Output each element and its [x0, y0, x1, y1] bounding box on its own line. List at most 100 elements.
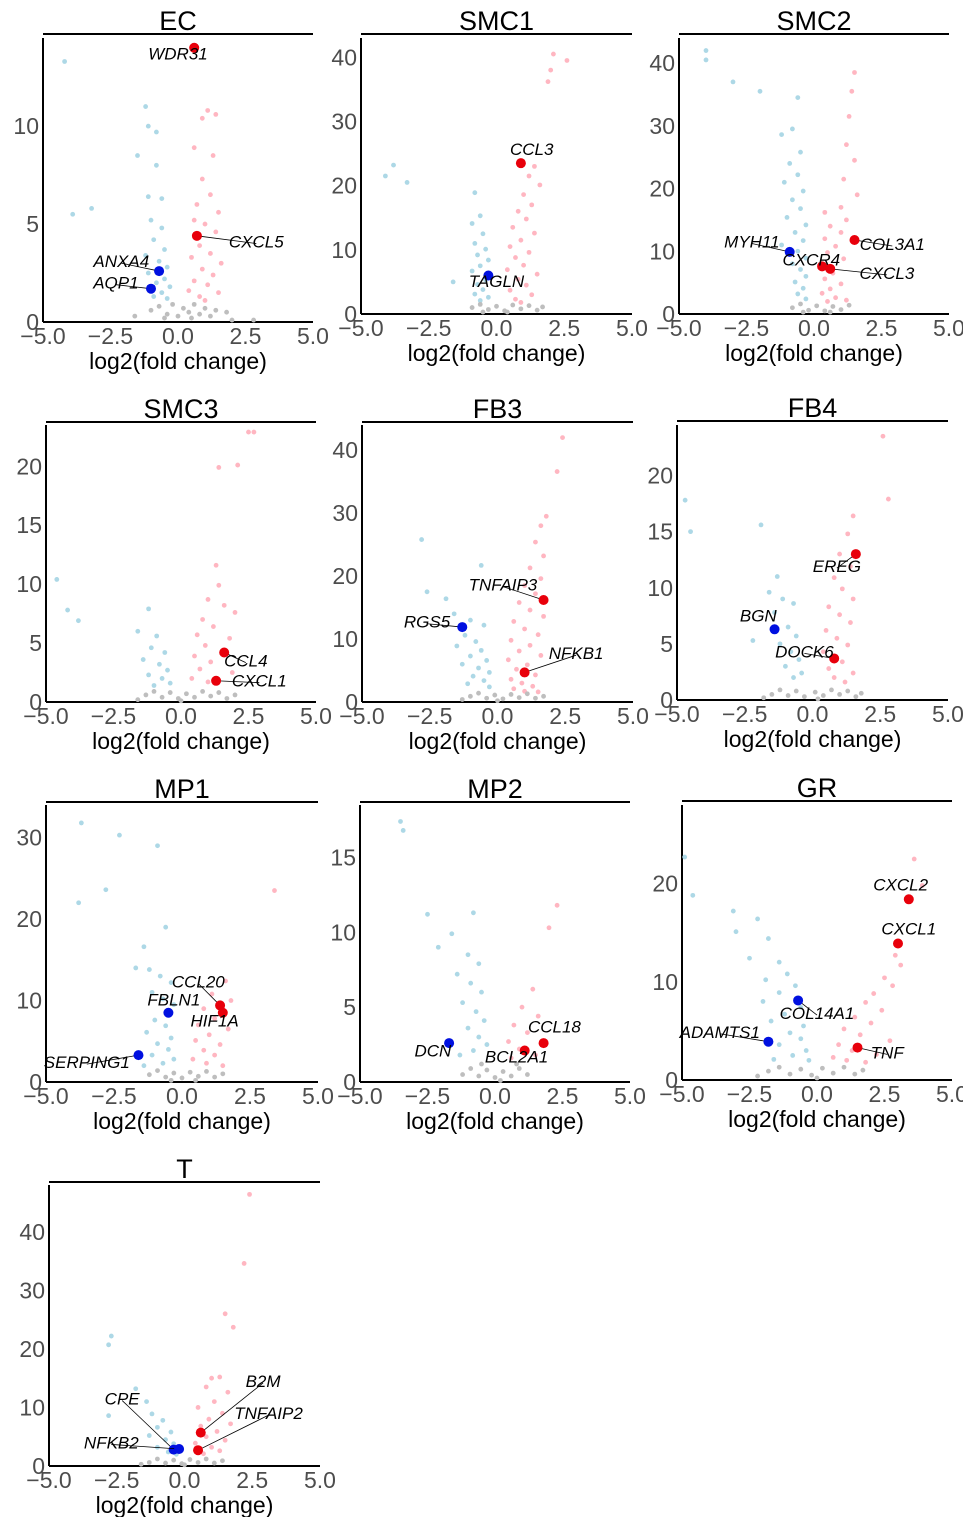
point-up [192, 1440, 198, 1446]
y-tick-label: 10 [332, 626, 358, 652]
gene-label: DCN [414, 1042, 452, 1061]
point-up [235, 462, 241, 468]
x-tick-label: −2.5 [91, 703, 136, 729]
point-up [206, 1416, 212, 1422]
point-down [465, 952, 471, 958]
point-up [216, 209, 221, 215]
point-up [871, 991, 877, 996]
point-down [798, 1004, 804, 1010]
point-down [162, 247, 167, 252]
highlight-point [191, 230, 202, 241]
y-tick-label: 20 [649, 176, 675, 202]
point-up [229, 670, 235, 675]
y-tick-label: 40 [331, 44, 357, 70]
point-up [535, 1013, 541, 1019]
label-connector [719, 1033, 769, 1043]
point-ns [460, 1072, 465, 1077]
gene-label: COL14A1 [780, 1004, 855, 1023]
x-tick-label: −2.5 [722, 701, 767, 727]
point-up [200, 617, 206, 622]
label-connector [830, 268, 887, 276]
point-up [533, 539, 538, 545]
point-down [145, 194, 151, 200]
point-up [838, 230, 844, 235]
point-up [545, 79, 551, 85]
point-down [435, 944, 441, 950]
point-down [473, 639, 479, 644]
point-down [76, 618, 81, 624]
point-down [89, 206, 94, 211]
point-ns [540, 304, 545, 310]
point-up [197, 294, 203, 299]
point-ns [492, 692, 498, 698]
point-down [730, 908, 736, 914]
point-ns [820, 693, 826, 698]
point-down [149, 1052, 155, 1058]
point-down [472, 240, 478, 246]
point-down [480, 231, 486, 237]
point-ns [830, 1070, 836, 1076]
point-down [400, 828, 406, 833]
gene-label: CCL18 [528, 1018, 581, 1037]
point-down [135, 153, 140, 158]
point-down [146, 1433, 152, 1438]
y-tick-label: 0 [32, 1453, 45, 1479]
point-down [471, 1048, 476, 1053]
point-down [772, 610, 777, 615]
point-down [155, 1041, 160, 1047]
x-tick-label: 5.0 [302, 1083, 334, 1109]
y-tick-label: 5 [29, 630, 42, 656]
point-up [211, 624, 216, 629]
point-ns [208, 313, 213, 319]
point-down [779, 132, 784, 138]
point-ns [508, 692, 514, 697]
point-up [221, 602, 227, 608]
x-tick-label: 5.0 [933, 315, 963, 341]
y-tick-label: 5 [343, 994, 356, 1020]
x-tick-label: −2.5 [88, 323, 133, 349]
point-down [168, 1035, 174, 1041]
label-connector [502, 586, 544, 601]
point-up [197, 243, 203, 249]
point-up [192, 653, 197, 659]
gene-label: ANXA4 [92, 252, 149, 271]
point-up [515, 276, 521, 282]
point-up [208, 192, 213, 198]
point-up [554, 469, 560, 474]
point-up [839, 659, 845, 665]
panel-title: MP2 [467, 774, 523, 804]
point-up [504, 267, 510, 273]
point-up [209, 991, 215, 997]
point-ns [468, 693, 473, 699]
point-up [844, 142, 849, 148]
point-down [763, 977, 769, 983]
point-down [475, 252, 480, 258]
x-axis-label: log2(fold change) [409, 728, 587, 754]
y-tick-label: 30 [332, 500, 358, 526]
gene-label: CXCL1 [881, 920, 936, 939]
point-down [165, 667, 170, 673]
point-ns [229, 317, 235, 323]
x-tick-label: −5.0 [656, 315, 701, 341]
point-up [554, 902, 560, 908]
point-down [149, 1411, 155, 1417]
x-tick-label: −2.5 [94, 1467, 139, 1493]
point-down [162, 650, 168, 655]
point-up [535, 632, 541, 638]
point-down [798, 149, 803, 155]
point-down [144, 1399, 149, 1405]
point-down [157, 661, 162, 667]
highlight-point [154, 266, 165, 277]
point-down [791, 675, 796, 680]
point-up [193, 1038, 199, 1043]
gene-label: B2M [246, 1372, 282, 1391]
x-axis-label: log2(fold change) [93, 1108, 271, 1134]
gene-label: CCL3 [510, 140, 554, 159]
point-ns [480, 309, 486, 315]
point-up [191, 278, 197, 284]
point-down [481, 622, 487, 628]
point-down [798, 267, 803, 272]
point-up [189, 254, 194, 260]
point-up [204, 1060, 209, 1066]
point-ns [195, 1460, 201, 1465]
